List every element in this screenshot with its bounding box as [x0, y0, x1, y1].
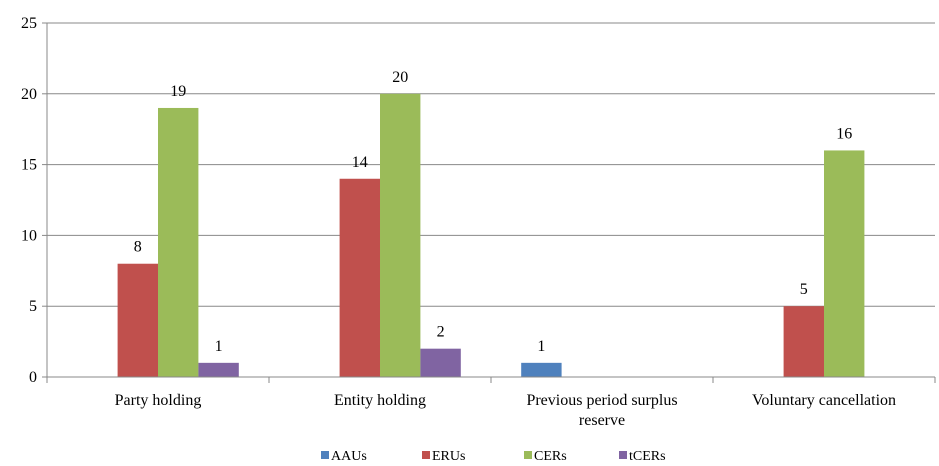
data-labels: 8 19 1 14 20 2 1 5 16 — [134, 69, 852, 355]
bars — [117, 93, 865, 378]
y-tick-label-5: 5 — [29, 298, 37, 315]
category-label-voluntary-cancellation: Voluntary cancellation — [752, 392, 896, 409]
category-label-previous-period-surplus: Previous period surplus reserve — [526, 392, 677, 429]
bar-cers-voluntary-cancellation — [824, 150, 865, 377]
legend: AAUs ERUs CERs tCERs — [321, 449, 666, 464]
bar-tcers-entity-holding — [420, 348, 461, 377]
data-label-erus-voluntary-cancellation: 5 — [800, 281, 808, 298]
bar-cers-entity-holding — [380, 93, 421, 378]
y-tick-label-10: 10 — [21, 227, 37, 244]
data-label-cers-entity-holding: 20 — [392, 69, 408, 86]
data-label-cers-voluntary-cancellation: 16 — [836, 125, 852, 142]
data-label-tcers-entity-holding: 2 — [437, 324, 445, 341]
legend-swatch-erus — [422, 451, 430, 459]
data-label-erus-party-holding: 8 — [134, 239, 142, 256]
bar-erus-voluntary-cancellation — [783, 306, 824, 377]
category-label-entity-holding: Entity holding — [334, 392, 426, 409]
y-tick-label-25: 25 — [21, 15, 37, 32]
bar-aaus-previous-period-surplus — [521, 362, 562, 377]
bar-tcers-party-holding — [198, 362, 239, 377]
bar-cers-party-holding — [158, 107, 199, 378]
legend-label-cers: CERs — [534, 449, 567, 464]
category-label-party-holding: Party holding — [115, 392, 202, 409]
legend-swatch-cers — [524, 451, 532, 459]
y-tick-label-0: 0 — [29, 369, 37, 386]
data-label-aaus-previous-period-surplus: 1 — [537, 338, 545, 355]
legend-swatch-aaus — [321, 451, 329, 459]
y-tick-label-20: 20 — [21, 86, 37, 103]
legend-label-erus: ERUs — [432, 449, 465, 464]
data-label-erus-entity-holding: 14 — [352, 154, 368, 171]
y-axis-tick-labels: 0 5 10 15 20 25 — [21, 15, 37, 386]
legend-swatch-tcers — [619, 451, 627, 459]
bar-erus-entity-holding — [339, 178, 380, 377]
bar-erus-party-holding — [117, 263, 158, 377]
data-label-cers-party-holding: 19 — [170, 83, 186, 100]
legend-label-tcers: tCERs — [629, 449, 666, 464]
data-label-tcers-party-holding: 1 — [215, 338, 223, 355]
axes — [42, 22, 936, 383]
category-labels: Party holding Entity holding Previous peri… — [115, 392, 896, 429]
legend-label-aaus: AAUs — [331, 449, 367, 464]
y-tick-label-15: 15 — [21, 157, 37, 174]
